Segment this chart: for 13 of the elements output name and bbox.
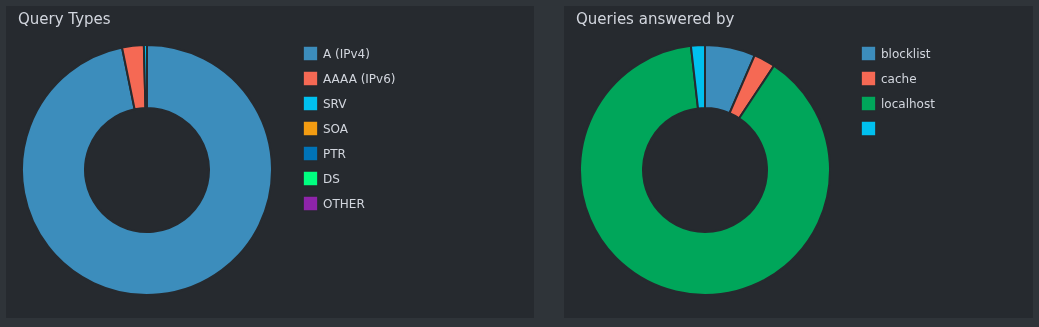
chart-title: Queries answered by <box>576 10 735 28</box>
legend-label: PTR <box>323 146 346 161</box>
legend-label: localhost <box>881 96 936 111</box>
legend-label: A (IPv4) <box>323 46 370 61</box>
legend-label: DS <box>323 171 340 186</box>
legend-label: SOA <box>323 121 349 136</box>
legend-label: blocklist <box>881 46 931 61</box>
legend-label: cache <box>881 71 917 86</box>
donut-slice <box>579 44 831 296</box>
legend-label: OTHER <box>323 196 365 211</box>
legend-label: SRV <box>323 96 348 111</box>
legend-label: AAAA (IPv6) <box>323 71 396 86</box>
chart-title: Query Types <box>18 10 111 28</box>
